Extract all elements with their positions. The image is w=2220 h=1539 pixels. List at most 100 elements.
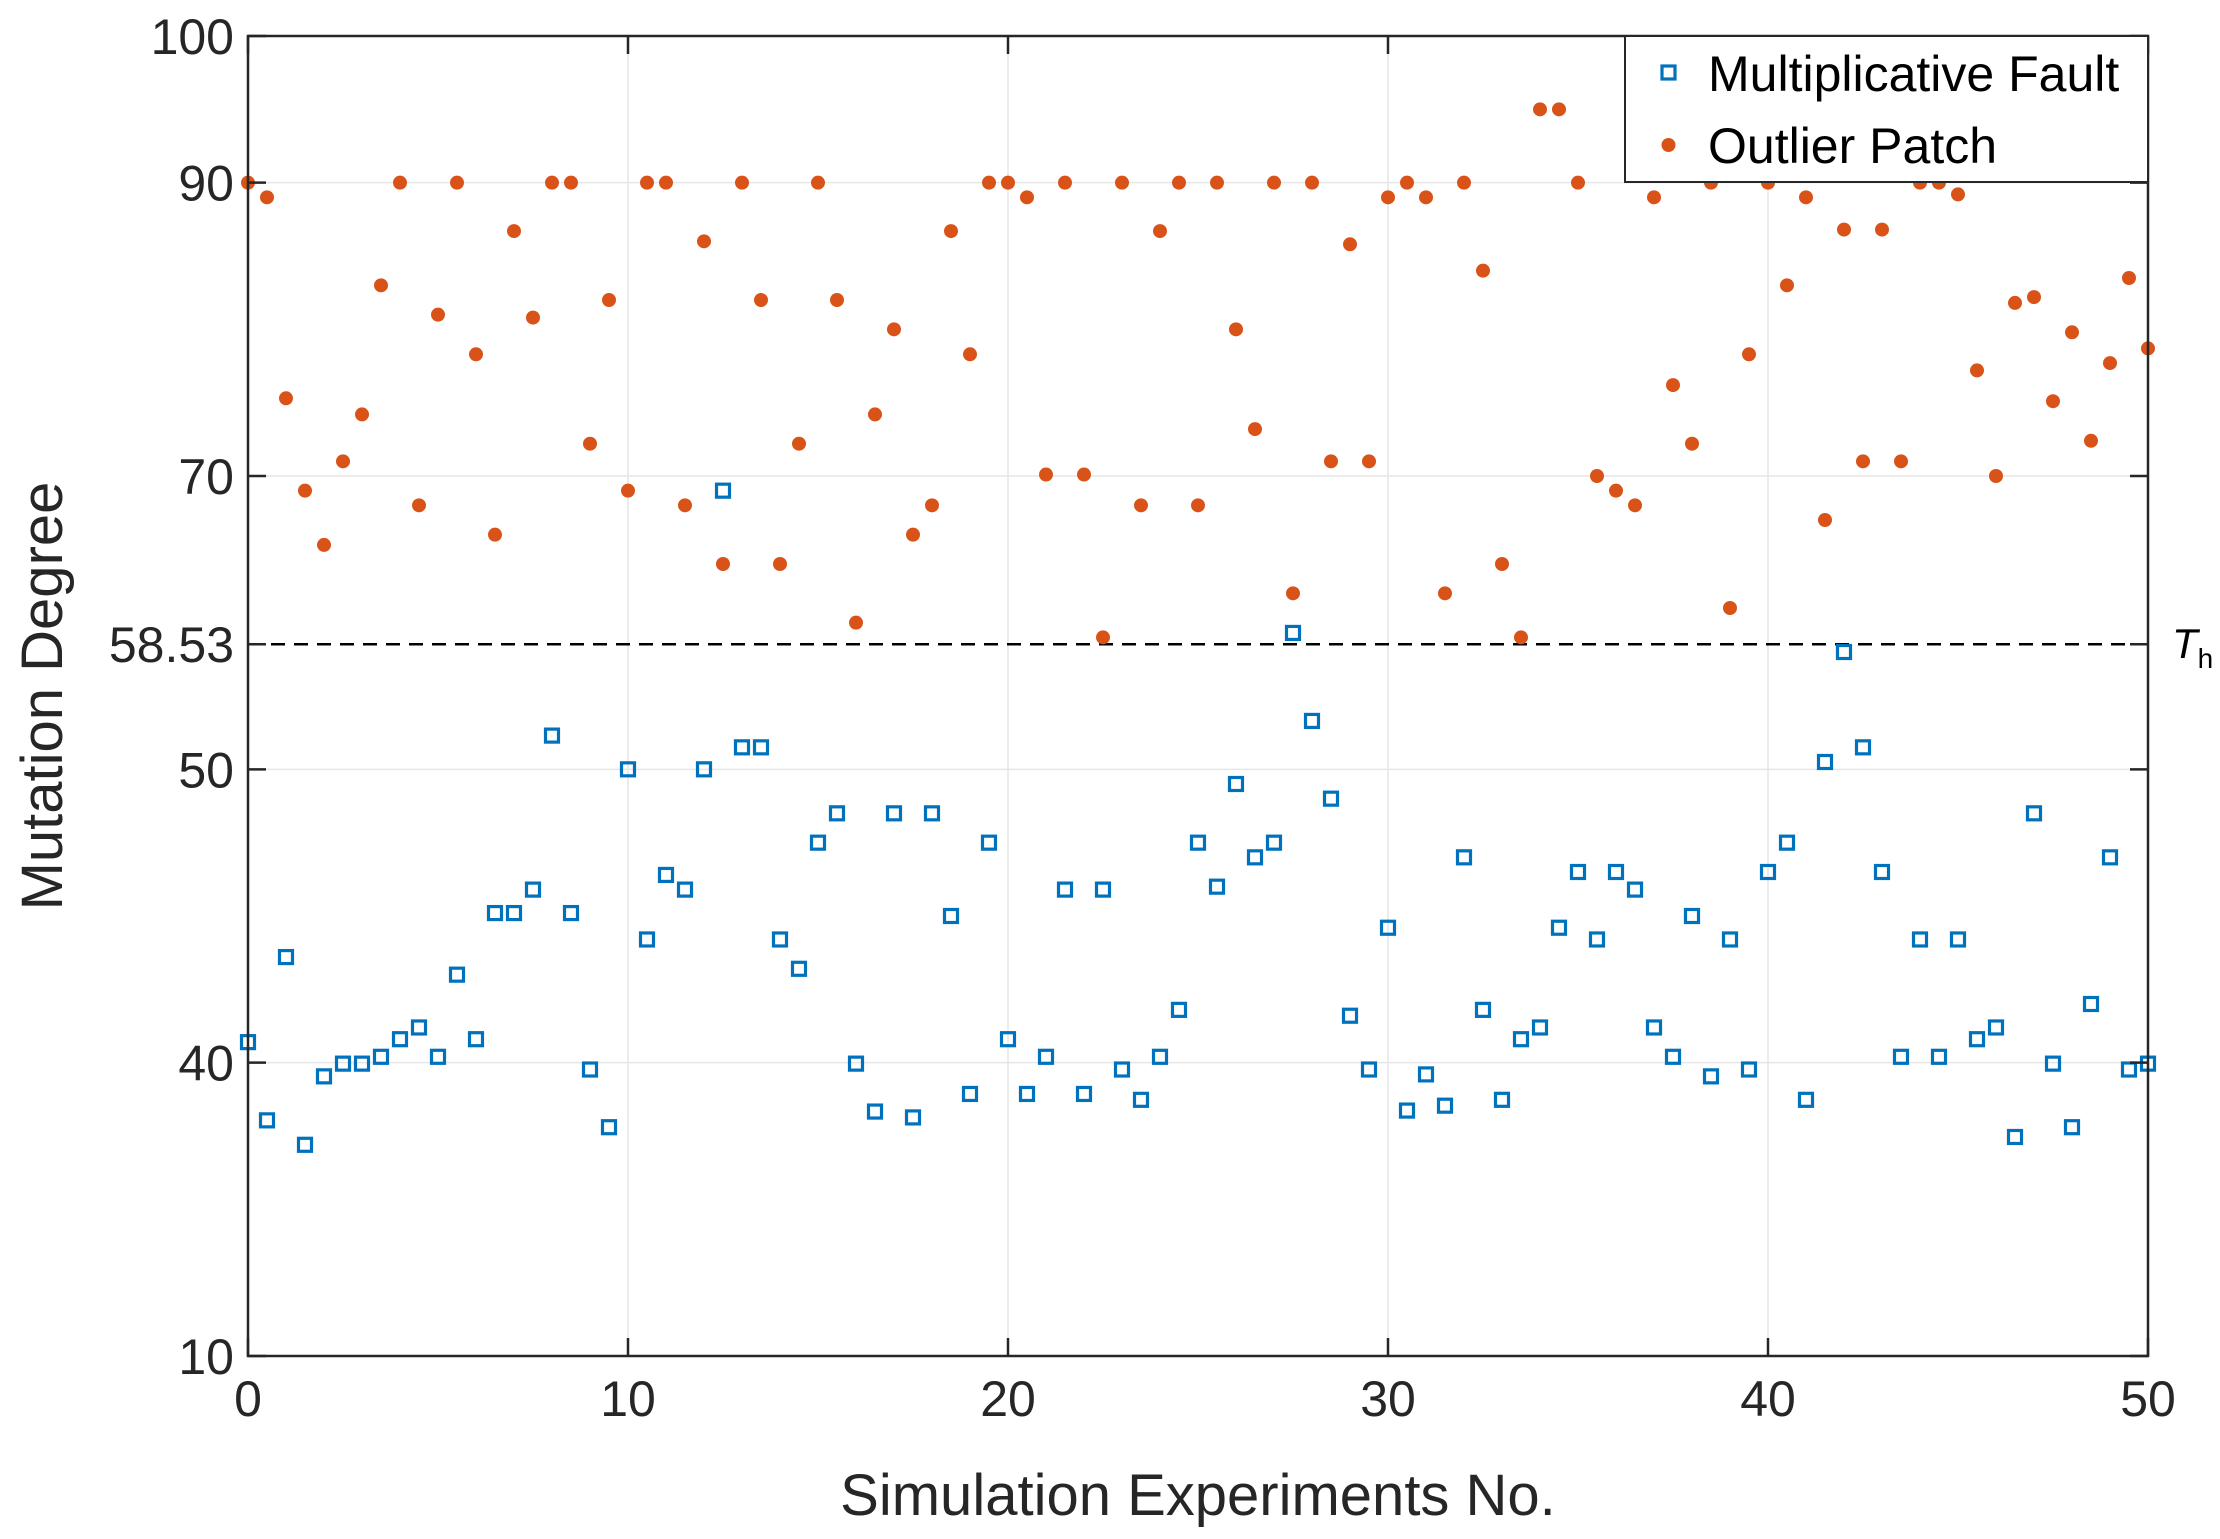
- data-point-circle: [849, 615, 863, 630]
- data-point-square: [1227, 775, 1245, 793]
- data-point-circle: [2122, 271, 2136, 285]
- data-point-circle: [1837, 222, 1851, 237]
- data-point-circle: [374, 278, 388, 293]
- y-tick-label: 58.53: [109, 617, 234, 673]
- data-point-circle: [1362, 454, 1376, 469]
- data-point-circle: [2103, 356, 2117, 371]
- x-axis-title: Simulation Experiments No.: [840, 1463, 1556, 1528]
- y-tick-label: 90: [178, 156, 234, 212]
- data-point-circle: [583, 436, 597, 451]
- legend-label-multiplicative-fault: Multiplicative Fault: [1708, 46, 2119, 102]
- data-point-circle: [1666, 378, 1680, 393]
- data-point-circle: [868, 407, 882, 422]
- data-point-square: [1474, 1001, 1492, 1018]
- data-point-square: [1170, 1001, 1188, 1018]
- data-point-square: [372, 1048, 390, 1065]
- data-point-square: [1778, 834, 1796, 851]
- data-point-square: [581, 1061, 599, 1078]
- data-point-square: [410, 1019, 428, 1036]
- data-point-square: [1322, 790, 1340, 807]
- data-point-circle: [564, 175, 578, 190]
- data-point-square: [1702, 1068, 1720, 1085]
- data-point-square: [543, 727, 561, 744]
- data-point-circle: [1001, 175, 1015, 190]
- data-point-square: [1151, 1048, 1169, 1065]
- data-point-square: [1911, 931, 1929, 948]
- series-outlier-patch: [241, 102, 2155, 645]
- data-point-circle: [469, 347, 483, 362]
- data-point-circle: [488, 527, 502, 542]
- data-point-circle: [2084, 433, 2098, 448]
- data-point-square: [1455, 849, 1473, 866]
- threshold-label: Th: [2172, 620, 2213, 674]
- data-point-circle: [735, 175, 749, 190]
- data-point-circle: [621, 483, 635, 498]
- data-point-circle: [2008, 295, 2022, 310]
- data-point-square: [1968, 1031, 1986, 1048]
- data-point-circle: [2046, 394, 2060, 409]
- data-point-circle: [1476, 263, 1490, 278]
- data-point-square: [1930, 1048, 1948, 1065]
- data-point-square: [1056, 881, 1074, 898]
- legend-square-marker-icon: [1660, 64, 1677, 81]
- y-axis-title: Mutation Degree: [10, 482, 75, 911]
- data-point-circle: [1286, 586, 1300, 601]
- data-point-square: [1189, 834, 1207, 851]
- data-point-circle: [1856, 454, 1870, 469]
- data-point-square: [1949, 931, 1967, 948]
- data-point-square: [733, 739, 751, 756]
- data-point-square: [923, 805, 941, 822]
- data-point-square: [524, 881, 542, 898]
- x-tick-label: 10: [600, 1371, 656, 1427]
- data-point-circle: [1419, 190, 1433, 205]
- data-point-square: [771, 931, 789, 948]
- data-point-circle: [1020, 190, 1034, 205]
- data-point-circle: [1153, 224, 1167, 239]
- data-point-circle: [1628, 498, 1642, 513]
- data-point-square: [2044, 1055, 2062, 1072]
- data-point-square: [1740, 1061, 1758, 1078]
- data-point-circle: [678, 498, 692, 513]
- data-point-square: [1721, 931, 1739, 948]
- data-point-square: [2120, 1061, 2138, 1078]
- data-point-square: [600, 1119, 618, 1136]
- data-point-square: [695, 761, 713, 778]
- x-tick-label: 0: [234, 1371, 262, 1427]
- y-tick-label: 40: [178, 1036, 234, 1092]
- data-point-square: [1588, 931, 1606, 948]
- data-point-circle: [1096, 630, 1110, 645]
- data-point-circle: [1438, 586, 1452, 601]
- data-point-square: [1645, 1019, 1663, 1036]
- data-point-square: [1417, 1066, 1435, 1083]
- data-point-square: [2063, 1119, 2081, 1136]
- data-point-circle: [1495, 557, 1509, 571]
- data-point-square: [980, 834, 998, 851]
- x-tick-label: 20: [980, 1371, 1036, 1427]
- data-point-square: [258, 1112, 276, 1129]
- data-point-circle: [1989, 469, 2003, 483]
- data-point-circle: [1951, 187, 1965, 202]
- x-tick-label: 40: [1740, 1371, 1796, 1427]
- data-point-circle: [963, 347, 977, 362]
- data-point-circle: [925, 498, 939, 513]
- data-point-circle: [792, 436, 806, 451]
- legend-label-outlier-patch: Outlier Patch: [1708, 118, 1997, 174]
- data-point-square: [638, 931, 656, 948]
- data-point-square: [2006, 1128, 2024, 1146]
- data-point-square: [1683, 907, 1701, 925]
- data-point-square: [961, 1085, 979, 1103]
- data-point-circle: [1267, 175, 1281, 190]
- data-point-square: [1208, 878, 1226, 895]
- data-point-square: [334, 1055, 352, 1072]
- data-point-square: [1835, 643, 1853, 661]
- data-point-circle: [811, 175, 825, 190]
- data-point-circle: [1875, 222, 1889, 237]
- data-point-circle: [830, 293, 844, 307]
- data-point-circle: [1343, 237, 1357, 252]
- data-point-circle: [1400, 175, 1414, 190]
- data-point-circle: [773, 557, 787, 571]
- data-point-square: [752, 739, 770, 756]
- series-multiplicative-fault: [239, 482, 2157, 1153]
- data-point-square: [1379, 919, 1397, 936]
